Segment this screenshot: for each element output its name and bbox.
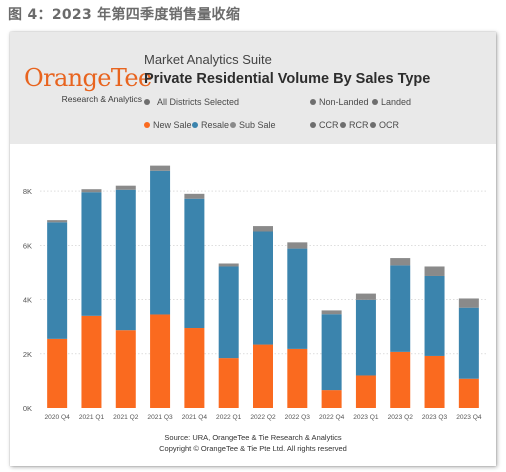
bar-segment-new-sale bbox=[184, 328, 205, 408]
bar-segment-new-sale bbox=[355, 375, 376, 408]
y-tick-label: 4K bbox=[23, 296, 32, 305]
filter-dot-icon bbox=[310, 99, 316, 105]
bar-segment-resale bbox=[287, 248, 308, 349]
filter-new-sale[interactable]: New Sale bbox=[144, 120, 192, 130]
bar-segment-new-sale bbox=[47, 338, 68, 408]
x-tick-label: 2020 Q4 bbox=[45, 414, 71, 421]
bar-segment-sub-sale bbox=[47, 220, 68, 223]
bar-segment-new-sale bbox=[321, 390, 342, 408]
report-header: OrangeTee Research & Analytics Market An… bbox=[10, 32, 496, 144]
x-tick-label: 2021 Q4 bbox=[182, 414, 208, 421]
filter-dot-icon bbox=[372, 99, 378, 105]
x-tick-label: 2022 Q2 bbox=[250, 414, 276, 421]
filter-sub-sale[interactable]: Sub Sale bbox=[230, 120, 276, 130]
x-tick-label: 2023 Q4 bbox=[456, 414, 482, 421]
bar-segment-sub-sale bbox=[218, 263, 239, 267]
copyright-note: Copyright © OrangeTee & Tie Pte Ltd. All… bbox=[159, 444, 347, 453]
filter-ccr[interactable]: CCR bbox=[310, 120, 339, 130]
bar-segment-new-sale bbox=[81, 315, 102, 408]
filter-label: OCR bbox=[379, 120, 399, 130]
y-tick-label: 2K bbox=[23, 350, 32, 359]
bar-segment-sub-sale bbox=[458, 298, 479, 308]
filter-all-districts[interactable]: All Districts Selected bbox=[144, 97, 239, 107]
app-title: Market Analytics Suite bbox=[144, 52, 272, 67]
filter-label: Resale bbox=[201, 120, 230, 130]
bar-segment-new-sale bbox=[390, 351, 411, 408]
x-tick-label: 2023 Q2 bbox=[388, 414, 414, 421]
bar-segment-new-sale bbox=[287, 348, 308, 408]
bar-segment-new-sale bbox=[253, 344, 273, 408]
orangetee-logo: OrangeTee Research & Analytics bbox=[24, 64, 152, 104]
bar-segment-sub-sale bbox=[390, 258, 411, 266]
x-tick-label: 2023 Q1 bbox=[353, 414, 379, 421]
filter-label: New Sale bbox=[153, 120, 192, 130]
report-panel: OrangeTee Research & Analytics Market An… bbox=[10, 32, 496, 466]
x-tick-label: 2022 Q1 bbox=[216, 414, 242, 421]
bar-segment-resale bbox=[424, 275, 445, 356]
filter-dot-icon bbox=[310, 122, 316, 128]
filter-rcr[interactable]: RCR bbox=[340, 120, 369, 130]
x-tick-label: 2023 Q3 bbox=[422, 414, 448, 421]
bar-segment-new-sale bbox=[458, 378, 479, 408]
filter-landed[interactable]: Landed bbox=[372, 97, 411, 107]
report-title: Private Residential Volume By Sales Type bbox=[144, 71, 431, 87]
bar-segment-sub-sale bbox=[287, 242, 308, 249]
filter-label: Landed bbox=[381, 97, 412, 107]
x-tick-label: 2021 Q3 bbox=[147, 414, 173, 421]
filter-dot-icon bbox=[340, 122, 346, 128]
bar-segment-resale bbox=[115, 189, 136, 331]
bar-segment-sub-sale bbox=[253, 226, 273, 232]
bar-segment-resale bbox=[47, 222, 68, 339]
bar-segment-resale bbox=[390, 265, 411, 352]
logo-name: OrangeTee bbox=[24, 64, 152, 92]
resale-dot-icon bbox=[192, 122, 198, 128]
filter-label: Sub Sale bbox=[239, 120, 276, 130]
filter-label: RCR bbox=[349, 120, 369, 130]
bar-segment-resale bbox=[184, 198, 205, 329]
filter-label: All Districts Selected bbox=[157, 97, 240, 107]
volume-chart-svg: 0K 2K 4K 6K 8K 2020 Q4 2021 Q1 2021 Q2 2021 Q3 20… bbox=[23, 165, 486, 421]
bar-segment-sub-sale bbox=[184, 193, 205, 199]
bar-segment-new-sale bbox=[218, 358, 239, 408]
bar-segment-sub-sale bbox=[355, 293, 376, 300]
bar-segment-sub-sale bbox=[424, 266, 445, 276]
filter-ocr[interactable]: OCR bbox=[370, 120, 399, 130]
filter-non-landed[interactable]: Non-Landed bbox=[310, 97, 369, 107]
bar-segment-sub-sale bbox=[150, 165, 171, 171]
volume-chart: 0K 2K 4K 6K 8K 2020 Q4 2021 Q1 2021 Q2 2021 Q3 20… bbox=[10, 144, 496, 426]
bar-segment-resale bbox=[218, 266, 239, 359]
filter-dot-icon bbox=[144, 99, 150, 105]
filter-label: Non-Landed bbox=[319, 97, 369, 107]
bar-segment-sub-sale bbox=[81, 189, 102, 193]
bar-segment-new-sale bbox=[150, 314, 171, 408]
y-tick-label: 8K bbox=[23, 187, 32, 196]
bar-segment-resale bbox=[321, 314, 342, 391]
bar-segment-sub-sale bbox=[321, 310, 342, 315]
bar-segment-resale bbox=[458, 307, 479, 379]
figure-caption: 图 4：2023 年第四季度销售量收缩 bbox=[8, 7, 241, 23]
bar-segment-resale bbox=[355, 299, 376, 376]
logo-subtitle: Research & Analytics bbox=[61, 94, 142, 104]
filter-label: CCR bbox=[319, 120, 339, 130]
source-note: Source: URA, OrangeTee & Tie Research & … bbox=[164, 433, 342, 442]
x-tick-label: 2021 Q2 bbox=[113, 414, 139, 421]
x-tick-label: 2022 Q3 bbox=[285, 414, 311, 421]
filter-resale[interactable]: Resale bbox=[192, 120, 229, 130]
bar-segment-resale bbox=[81, 192, 102, 316]
y-tick-label: 0K bbox=[23, 404, 32, 413]
bar-segment-new-sale bbox=[115, 330, 136, 408]
y-tick-label: 6K bbox=[23, 241, 32, 250]
sub-sale-dot-icon bbox=[230, 122, 236, 128]
bar-segment-new-sale bbox=[424, 355, 445, 408]
filter-dot-icon bbox=[370, 122, 376, 128]
bar-segment-resale bbox=[253, 231, 273, 345]
x-tick-label: 2021 Q1 bbox=[79, 414, 105, 421]
x-tick-label: 2022 Q4 bbox=[319, 414, 345, 421]
bar-segment-sub-sale bbox=[115, 185, 136, 190]
bar-segment-resale bbox=[150, 170, 171, 315]
new-sale-dot-icon bbox=[144, 122, 150, 128]
